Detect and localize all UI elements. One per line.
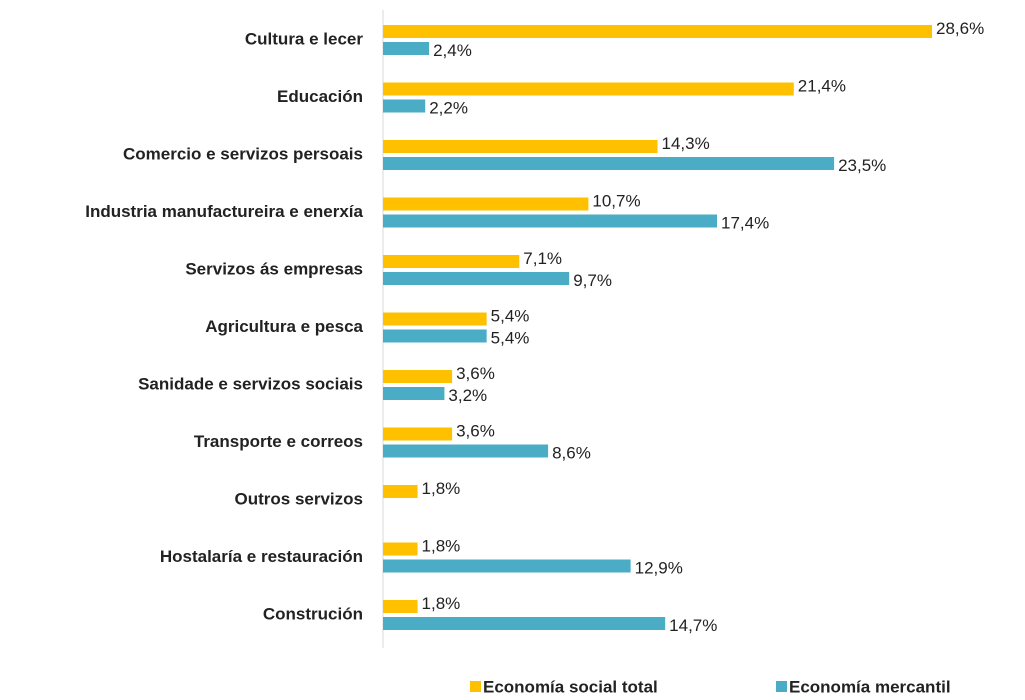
value-label: 1,8%: [422, 536, 461, 555]
bar: [383, 387, 445, 400]
category-label: Industria manufactureira e enerxía: [85, 202, 363, 221]
bar: [383, 444, 549, 458]
bar: [383, 542, 418, 556]
category-label: Transporte e correos: [194, 432, 363, 451]
bar: [383, 485, 418, 498]
bar: [383, 82, 794, 96]
value-label: 12,9%: [635, 558, 683, 577]
category-label: Sanidade e servizos sociais: [138, 374, 363, 393]
bar: [383, 197, 589, 211]
value-label: 14,7%: [669, 616, 717, 635]
value-label: 3,6%: [456, 421, 495, 440]
bar: [383, 99, 426, 113]
category-label: Educación: [277, 87, 363, 106]
category-label: Servizos ás empresas: [185, 259, 363, 278]
bar: [383, 157, 835, 170]
category-label: Outros servizos: [235, 489, 364, 508]
category-label: Hostalaría e restauración: [160, 547, 363, 566]
value-label: 3,2%: [448, 386, 487, 405]
category-label: Comercio e servizos persoais: [123, 144, 363, 163]
value-label: 8,6%: [552, 443, 591, 462]
value-label: 14,3%: [662, 134, 710, 153]
value-label: 9,7%: [573, 271, 612, 290]
bar: [383, 272, 570, 285]
value-label: 1,8%: [422, 479, 461, 498]
legend-swatch: [776, 681, 787, 692]
value-label: 28,6%: [936, 19, 984, 38]
value-label: 10,7%: [592, 191, 640, 210]
value-label: 21,4%: [798, 76, 846, 95]
bar: [383, 600, 418, 613]
bar: [383, 214, 718, 228]
bar: [383, 559, 631, 573]
bar: [383, 617, 666, 630]
bar: [383, 370, 453, 383]
value-label: 17,4%: [721, 213, 769, 232]
bar: [383, 427, 453, 441]
legend-label: Economía mercantil: [789, 677, 951, 696]
category-label: Construción: [263, 604, 363, 623]
value-label: 2,2%: [429, 98, 468, 117]
bar: [383, 140, 658, 153]
value-label: 5,4%: [491, 328, 530, 347]
value-label: 2,4%: [433, 41, 472, 60]
bar: [383, 255, 520, 268]
bar: [383, 312, 487, 326]
bar: [383, 25, 932, 38]
value-label: 5,4%: [491, 306, 530, 325]
value-label: 1,8%: [422, 594, 461, 613]
legend-swatch: [470, 681, 481, 692]
value-label: 3,6%: [456, 364, 495, 383]
category-label: Cultura e lecer: [245, 29, 363, 48]
legend-label: Economía social total: [483, 677, 658, 696]
bar: [383, 42, 430, 55]
value-label: 7,1%: [523, 249, 562, 268]
bar: [383, 329, 487, 343]
value-label: 23,5%: [838, 156, 886, 175]
category-label: Agricultura e pesca: [205, 317, 363, 336]
